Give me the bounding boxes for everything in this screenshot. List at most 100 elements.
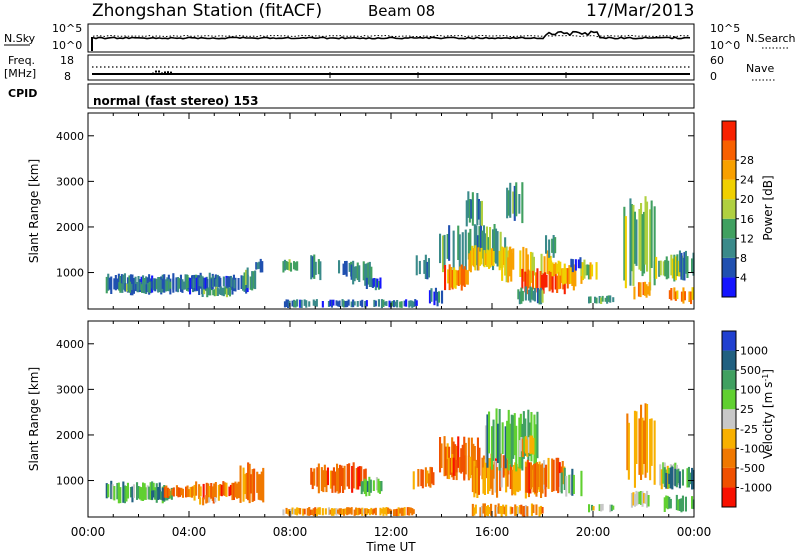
velocity-cell [355, 507, 358, 516]
power-cell [189, 277, 192, 295]
power-cell [394, 301, 397, 307]
power-cell [374, 278, 377, 291]
velocity-cell [534, 424, 537, 471]
velocity-cell [598, 504, 601, 511]
power-cell [219, 286, 222, 295]
power-cell [399, 301, 402, 308]
velocity-cell [545, 464, 548, 488]
noise-left-tick-top: 10^5 [52, 22, 82, 35]
x-tick-label: 00:00 [71, 525, 106, 539]
velocity-cell [385, 507, 388, 516]
velocity-cell [588, 504, 591, 513]
velocity-cell [572, 474, 575, 494]
power-colorbar-swatch [722, 238, 736, 258]
velocity-cell [521, 506, 524, 517]
velocity-cell [644, 493, 647, 504]
power-cell [595, 262, 598, 280]
velocity-cell [412, 471, 415, 490]
power-cell [314, 300, 317, 307]
power-cell [686, 256, 689, 278]
power-cell [377, 299, 380, 307]
velocity-cell [366, 481, 369, 492]
velocity-cell [378, 481, 381, 494]
power-cell [105, 276, 108, 294]
power-cell [531, 252, 534, 281]
power-cell [681, 257, 684, 281]
velocity-cell [239, 465, 242, 503]
power-cell [128, 281, 131, 293]
power-cell [441, 290, 444, 304]
velocity-y-tick-label: 1000 [56, 475, 84, 488]
power-cell [388, 300, 391, 308]
power-cell [181, 279, 184, 290]
power-cell [287, 299, 290, 308]
velocity-cell [439, 437, 442, 473]
velocity-cell [488, 411, 491, 454]
velocity-colorbar-tick-label: 500 [740, 364, 761, 377]
power-colorbar-tick-label: 4 [740, 271, 747, 284]
velocity-cell [232, 482, 235, 500]
velocity-cell [158, 489, 161, 500]
power-cell [588, 296, 591, 304]
power-cell [216, 274, 219, 288]
velocity-cell [117, 482, 120, 504]
velocity-colorbar-label-text: Velocity [m s [761, 382, 775, 459]
power-cell [486, 249, 489, 267]
power-cell [296, 261, 299, 271]
power-cell [403, 300, 406, 307]
power-cell [415, 300, 418, 306]
power-cell [470, 199, 473, 219]
power-cell [255, 262, 258, 270]
power-cell [601, 295, 604, 302]
velocity-cell [507, 409, 510, 471]
velocity-cell [524, 505, 527, 516]
power-cell [676, 290, 679, 300]
velocity-cell [612, 505, 615, 510]
power-cell [479, 201, 482, 226]
power-cell [213, 277, 216, 287]
power-cell [644, 281, 647, 296]
power-cell [650, 200, 653, 268]
velocity-cell [635, 411, 638, 464]
power-cell [642, 282, 645, 296]
power-cell [446, 234, 449, 259]
velocity-cell [290, 508, 293, 516]
power-cell [507, 257, 510, 283]
station-title: Zhongshan Station (fitACF) [92, 1, 322, 21]
power-cell [367, 262, 370, 285]
velocity-cell [214, 482, 217, 498]
power-cell [293, 299, 296, 308]
power-cell [376, 278, 379, 288]
power-cell [665, 256, 668, 280]
power-cell [310, 255, 313, 280]
velocity-cell [146, 485, 149, 500]
power-cell [233, 279, 236, 289]
power-cell [649, 209, 652, 291]
velocity-y-tick-label: 2000 [56, 429, 84, 442]
power-cell [120, 274, 123, 291]
velocity-cell [237, 481, 240, 499]
power-colorbar-swatch [722, 121, 736, 141]
velocity-cell [111, 484, 114, 500]
power-cell [512, 191, 515, 214]
velocity-cell [512, 415, 515, 459]
velocity-colorbar-swatch [722, 409, 736, 429]
velocity-cell [132, 484, 135, 498]
velocity-cell [515, 463, 518, 492]
velocity-cell [509, 464, 512, 490]
velocity-cell [126, 482, 129, 499]
velocity-cell [310, 467, 313, 485]
velocity-cell [440, 443, 443, 468]
power-cell [629, 198, 632, 286]
velocity-cell [129, 487, 132, 498]
velocity-cell [119, 487, 122, 504]
velocity-cell [505, 504, 508, 517]
velocity-cell [341, 508, 344, 515]
power-cell [116, 278, 119, 290]
power-cell [200, 275, 203, 287]
power-cell [345, 260, 348, 277]
velocity-cell [646, 490, 649, 508]
power-cell [579, 257, 582, 269]
velocity-cell [245, 472, 248, 499]
power-cell [152, 278, 155, 291]
